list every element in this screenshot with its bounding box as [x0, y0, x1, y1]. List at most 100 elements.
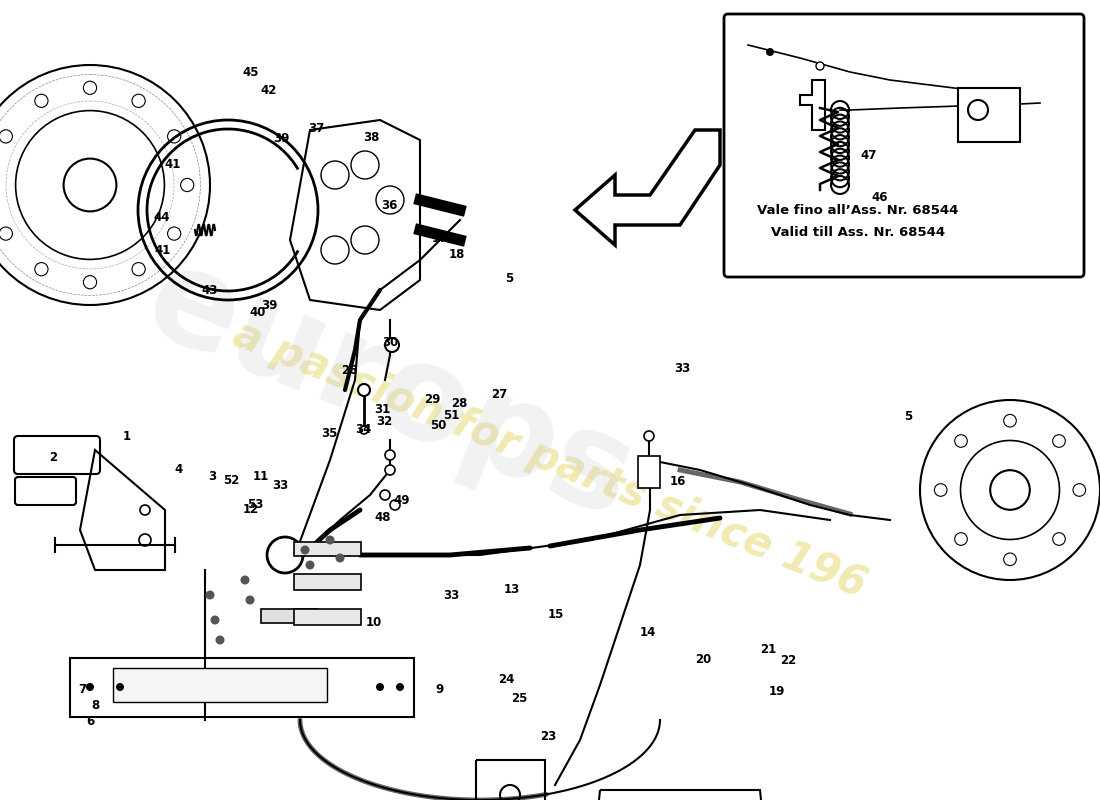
FancyBboxPatch shape	[14, 436, 100, 474]
Text: 13: 13	[504, 583, 519, 596]
Text: 46: 46	[871, 191, 889, 204]
Text: Vale fino all’Ass. Nr. 68544: Vale fino all’Ass. Nr. 68544	[757, 203, 959, 217]
Circle shape	[816, 62, 824, 70]
Text: 48: 48	[374, 511, 392, 524]
Circle shape	[644, 431, 654, 441]
Circle shape	[990, 470, 1030, 510]
Circle shape	[245, 595, 254, 605]
Circle shape	[766, 48, 774, 56]
Text: 32: 32	[376, 415, 392, 428]
FancyBboxPatch shape	[261, 609, 318, 623]
Text: 20: 20	[695, 653, 711, 666]
Text: 49: 49	[394, 494, 409, 507]
Circle shape	[385, 338, 399, 352]
Text: 38: 38	[364, 131, 380, 144]
Text: 3: 3	[208, 470, 217, 482]
Circle shape	[140, 505, 150, 515]
Text: 2: 2	[48, 451, 57, 464]
Text: 29: 29	[425, 393, 440, 406]
FancyBboxPatch shape	[294, 574, 361, 590]
Text: 40: 40	[250, 306, 265, 318]
Text: 50: 50	[430, 419, 446, 432]
Text: 24: 24	[498, 673, 514, 686]
Text: 53: 53	[248, 498, 263, 511]
Text: 22: 22	[781, 654, 796, 667]
Text: 17: 17	[432, 232, 448, 245]
Circle shape	[267, 537, 303, 573]
Text: a passion for parts since 196: a passion for parts since 196	[228, 314, 872, 606]
Text: 6: 6	[86, 715, 95, 728]
Circle shape	[300, 546, 309, 554]
Text: 26: 26	[342, 364, 358, 377]
Circle shape	[306, 561, 315, 570]
Text: 41: 41	[155, 244, 170, 257]
Circle shape	[139, 534, 151, 546]
FancyBboxPatch shape	[15, 477, 76, 505]
Text: 47: 47	[861, 149, 877, 162]
Text: 51: 51	[443, 409, 459, 422]
Circle shape	[385, 465, 395, 475]
Circle shape	[116, 683, 124, 691]
Text: 15: 15	[548, 608, 563, 621]
Text: 52: 52	[223, 474, 239, 487]
Text: 19: 19	[769, 685, 784, 698]
Text: 33: 33	[443, 589, 459, 602]
Text: 25: 25	[512, 692, 527, 705]
Text: 35: 35	[321, 427, 337, 440]
Text: 31: 31	[375, 403, 390, 416]
Text: 42: 42	[261, 84, 276, 97]
Text: Valid till Ass. Nr. 68544: Valid till Ass. Nr. 68544	[771, 226, 945, 238]
Circle shape	[390, 500, 400, 510]
Text: 43: 43	[202, 284, 218, 297]
Circle shape	[396, 683, 404, 691]
Text: 44: 44	[153, 211, 169, 224]
Circle shape	[206, 590, 214, 599]
Text: 18: 18	[449, 248, 464, 261]
Circle shape	[360, 426, 368, 434]
Circle shape	[385, 450, 395, 460]
FancyBboxPatch shape	[958, 88, 1020, 142]
Circle shape	[241, 575, 250, 585]
Text: 39: 39	[274, 132, 289, 145]
Text: 4: 4	[174, 463, 183, 476]
Text: 41: 41	[165, 158, 180, 170]
Text: 5: 5	[505, 272, 514, 285]
Text: 28: 28	[452, 397, 468, 410]
Circle shape	[216, 635, 224, 645]
Text: 45: 45	[242, 66, 260, 78]
FancyBboxPatch shape	[70, 658, 414, 717]
Text: 33: 33	[273, 479, 288, 492]
Text: 37: 37	[309, 122, 324, 135]
Text: 23: 23	[540, 730, 556, 742]
Text: 12: 12	[243, 503, 258, 516]
Text: 1: 1	[122, 430, 131, 442]
Text: 14: 14	[640, 626, 656, 638]
Text: 7: 7	[78, 683, 87, 696]
Circle shape	[326, 535, 334, 545]
Circle shape	[336, 554, 344, 562]
Text: 39: 39	[262, 299, 277, 312]
Text: 5: 5	[904, 410, 913, 422]
Circle shape	[210, 615, 220, 625]
FancyBboxPatch shape	[294, 542, 361, 556]
Text: 36: 36	[382, 199, 397, 212]
Text: 34: 34	[355, 423, 371, 436]
Circle shape	[376, 683, 384, 691]
Text: 8: 8	[91, 699, 100, 712]
FancyBboxPatch shape	[724, 14, 1084, 277]
Circle shape	[379, 490, 390, 500]
Text: europs: europs	[129, 235, 651, 545]
Text: 10: 10	[366, 616, 382, 629]
Text: 16: 16	[670, 475, 685, 488]
Circle shape	[358, 384, 370, 396]
Text: 9: 9	[436, 683, 444, 696]
Text: 27: 27	[492, 388, 507, 401]
Text: 21: 21	[760, 643, 775, 656]
Text: 11: 11	[253, 470, 268, 482]
Text: 33: 33	[674, 362, 690, 375]
Circle shape	[86, 683, 94, 691]
FancyBboxPatch shape	[113, 668, 327, 702]
FancyBboxPatch shape	[638, 456, 660, 488]
FancyBboxPatch shape	[294, 609, 361, 625]
Text: 30: 30	[383, 336, 398, 349]
